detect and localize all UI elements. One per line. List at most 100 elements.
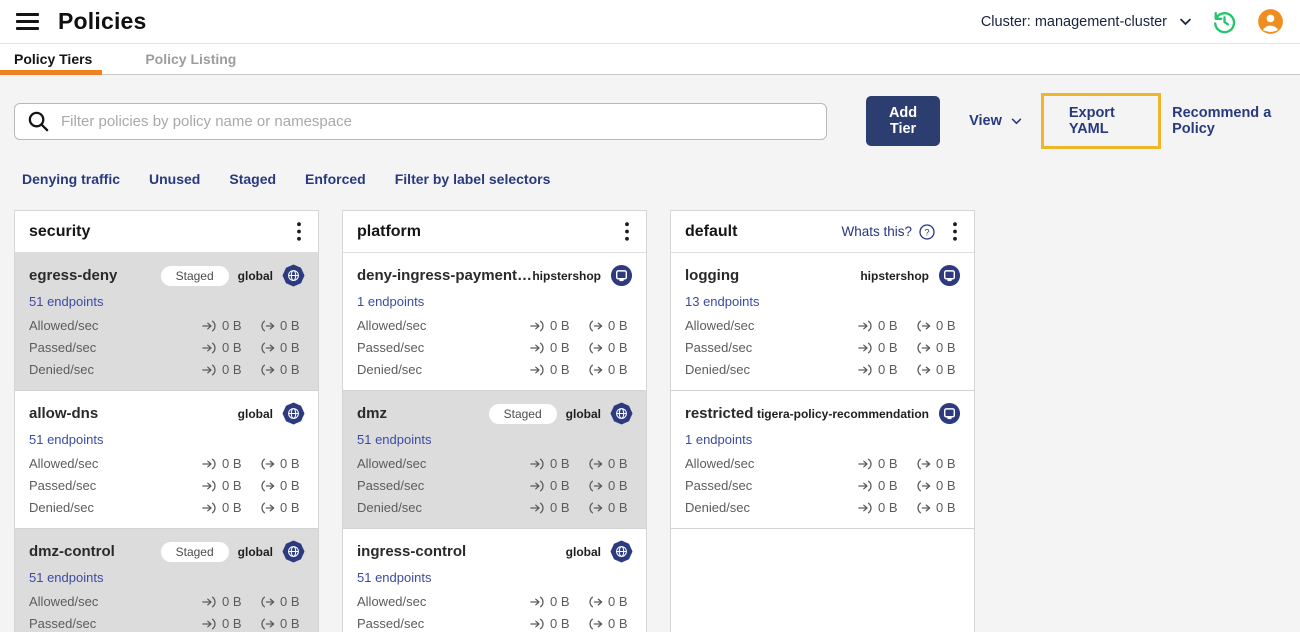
metric-egress-text: 0 B bbox=[280, 340, 300, 355]
metric-values: 0 B 0 B bbox=[202, 500, 305, 515]
endpoints-link[interactable]: 13 endpoints bbox=[685, 294, 760, 309]
tiers-row: security egress-deny Staged global 51 endpoi… bbox=[14, 210, 1277, 632]
toolbar: Add Tier View Export YAML Recommend a Po… bbox=[14, 93, 1277, 149]
metric-ingress-value: 0 B bbox=[202, 318, 247, 333]
egress-arrow-icon bbox=[260, 618, 275, 630]
metric-row: Denied/sec 0 B 0 B bbox=[29, 500, 305, 515]
metric-values: 0 B 0 B bbox=[858, 340, 961, 355]
metric-values: 0 B 0 B bbox=[530, 594, 633, 609]
cluster-selector[interactable]: Cluster: management-cluster bbox=[981, 14, 1192, 30]
egress-arrow-icon bbox=[916, 364, 931, 376]
question-circle-icon: ? bbox=[919, 223, 935, 240]
policy-card-dmz[interactable]: dmz Staged global 51 endpoints Allowed/sec 0 … bbox=[343, 391, 646, 529]
recommend-policy-button[interactable]: Recommend a Policy bbox=[1172, 105, 1272, 137]
filter-enforced[interactable]: Enforced bbox=[305, 171, 366, 187]
policy-title-right: global bbox=[566, 540, 633, 563]
metric-ingress-value: 0 B bbox=[530, 318, 575, 333]
policy-title-right: Staged global bbox=[488, 402, 633, 425]
user-avatar-icon[interactable] bbox=[1257, 8, 1284, 35]
endpoints-link[interactable]: 1 endpoints bbox=[357, 294, 425, 309]
egress-arrow-icon bbox=[588, 596, 603, 608]
policy-card-allow-dns[interactable]: allow-dns global 51 endpoints Allowed/sec 0 … bbox=[15, 391, 318, 529]
whats-this-label: Whats this? bbox=[841, 224, 912, 239]
metric-egress-value: 0 B bbox=[588, 362, 633, 377]
metric-ingress-text: 0 B bbox=[222, 340, 242, 355]
metric-label: Denied/sec bbox=[29, 500, 95, 515]
metric-egress-text: 0 B bbox=[608, 616, 628, 631]
egress-arrow-icon bbox=[260, 596, 275, 608]
ingress-arrow-icon bbox=[530, 320, 545, 332]
metric-egress-text: 0 B bbox=[280, 594, 300, 609]
endpoints-link[interactable]: 1 endpoints bbox=[685, 432, 753, 447]
policy-card-deny-ingress-paymentservi[interactable]: deny-ingress-paymentservi…hipstershop 1 e… bbox=[343, 253, 646, 391]
policy-card-restricted[interactable]: restricted tigera-policy-recommendation 1 … bbox=[671, 391, 974, 529]
policy-filter-input[interactable] bbox=[14, 102, 827, 140]
metric-egress-value: 0 B bbox=[916, 478, 961, 493]
policy-scope-label: global bbox=[237, 406, 273, 421]
metric-values: 0 B 0 B bbox=[202, 362, 305, 377]
tier-menu-button[interactable] bbox=[293, 220, 305, 243]
filter-staged[interactable]: Staged bbox=[229, 171, 277, 187]
policy-card-ingress-control[interactable]: ingress-control global 51 endpoints Allowed… bbox=[343, 529, 646, 632]
policy-card-dmz-control[interactable]: dmz-control Staged global 51 endpoints Allow… bbox=[15, 529, 318, 632]
egress-arrow-icon bbox=[588, 480, 603, 492]
metric-egress-value: 0 B bbox=[260, 340, 305, 355]
policy-title-right: Staged global bbox=[160, 264, 305, 287]
metric-egress-value: 0 B bbox=[916, 340, 961, 355]
export-yaml-button[interactable]: Export YAML bbox=[1040, 93, 1162, 149]
metric-row: Passed/sec 0 B 0 B bbox=[357, 478, 633, 493]
metric-values: 0 B 0 B bbox=[202, 594, 305, 609]
tier-title: default bbox=[685, 222, 738, 240]
namespace-icon bbox=[938, 264, 961, 287]
endpoints-link[interactable]: 51 endpoints bbox=[29, 294, 104, 309]
hamburger-menu-icon[interactable] bbox=[16, 13, 39, 30]
egress-arrow-icon bbox=[260, 342, 275, 354]
metric-egress-text: 0 B bbox=[936, 362, 956, 377]
metric-label: Passed/sec bbox=[29, 340, 97, 355]
tab-policy-tiers[interactable]: Policy Tiers bbox=[0, 44, 103, 75]
metric-egress-value: 0 B bbox=[916, 318, 961, 333]
metric-label: Allowed/sec bbox=[685, 318, 755, 333]
metric-ingress-text: 0 B bbox=[878, 362, 898, 377]
endpoints-link[interactable]: 51 endpoints bbox=[357, 432, 432, 447]
tab-policy-listing[interactable]: Policy Listing bbox=[145, 44, 236, 74]
metric-row: Passed/sec 0 B 0 B bbox=[29, 616, 305, 631]
endpoints-link[interactable]: 51 endpoints bbox=[29, 570, 104, 585]
ingress-arrow-icon bbox=[530, 502, 545, 514]
history-icon[interactable] bbox=[1211, 8, 1238, 35]
metric-values: 0 B 0 B bbox=[858, 478, 961, 493]
add-tier-button[interactable]: Add Tier bbox=[866, 96, 941, 146]
metric-egress-value: 0 B bbox=[916, 500, 961, 515]
metric-row: Allowed/sec 0 B 0 B bbox=[685, 456, 961, 471]
globe-icon bbox=[282, 264, 305, 287]
policy-title-row: egress-deny Staged global bbox=[29, 264, 305, 287]
filter-by-label-selectors[interactable]: Filter by label selectors bbox=[394, 171, 551, 187]
staged-badge: Staged bbox=[160, 541, 229, 562]
namespace-icon bbox=[938, 402, 961, 425]
kebab-icon bbox=[297, 222, 301, 241]
tier-menu-button[interactable] bbox=[621, 220, 633, 243]
tier-menu-button[interactable] bbox=[949, 220, 961, 243]
metric-ingress-value: 0 B bbox=[202, 478, 247, 493]
metric-egress-text: 0 B bbox=[280, 362, 300, 377]
metric-egress-text: 0 B bbox=[608, 362, 628, 377]
metric-values: 0 B 0 B bbox=[202, 456, 305, 471]
metric-egress-value: 0 B bbox=[260, 500, 305, 515]
search-icon bbox=[27, 110, 50, 133]
filter-unused[interactable]: Unused bbox=[149, 171, 201, 187]
whats-this-link[interactable]: Whats this?? bbox=[841, 223, 935, 240]
metric-row: Denied/sec 0 B 0 B bbox=[357, 500, 633, 515]
metric-egress-text: 0 B bbox=[936, 500, 956, 515]
metric-egress-value: 0 B bbox=[588, 340, 633, 355]
filter-denying-traffic[interactable]: Denying traffic bbox=[22, 171, 121, 187]
tier-header-platform: platform bbox=[343, 211, 646, 253]
policy-card-egress-deny[interactable]: egress-deny Staged global 51 endpoints Allow… bbox=[15, 253, 318, 391]
ingress-arrow-icon bbox=[530, 480, 545, 492]
metric-label: Denied/sec bbox=[357, 500, 423, 515]
ingress-arrow-icon bbox=[202, 364, 217, 376]
view-dropdown-button[interactable]: View bbox=[969, 113, 1022, 129]
policy-card-logging[interactable]: logging hipstershop 13 endpoints Allowed/se… bbox=[671, 253, 974, 391]
metric-values: 0 B 0 B bbox=[858, 318, 961, 333]
endpoints-link[interactable]: 51 endpoints bbox=[357, 570, 432, 585]
endpoints-link[interactable]: 51 endpoints bbox=[29, 432, 104, 447]
